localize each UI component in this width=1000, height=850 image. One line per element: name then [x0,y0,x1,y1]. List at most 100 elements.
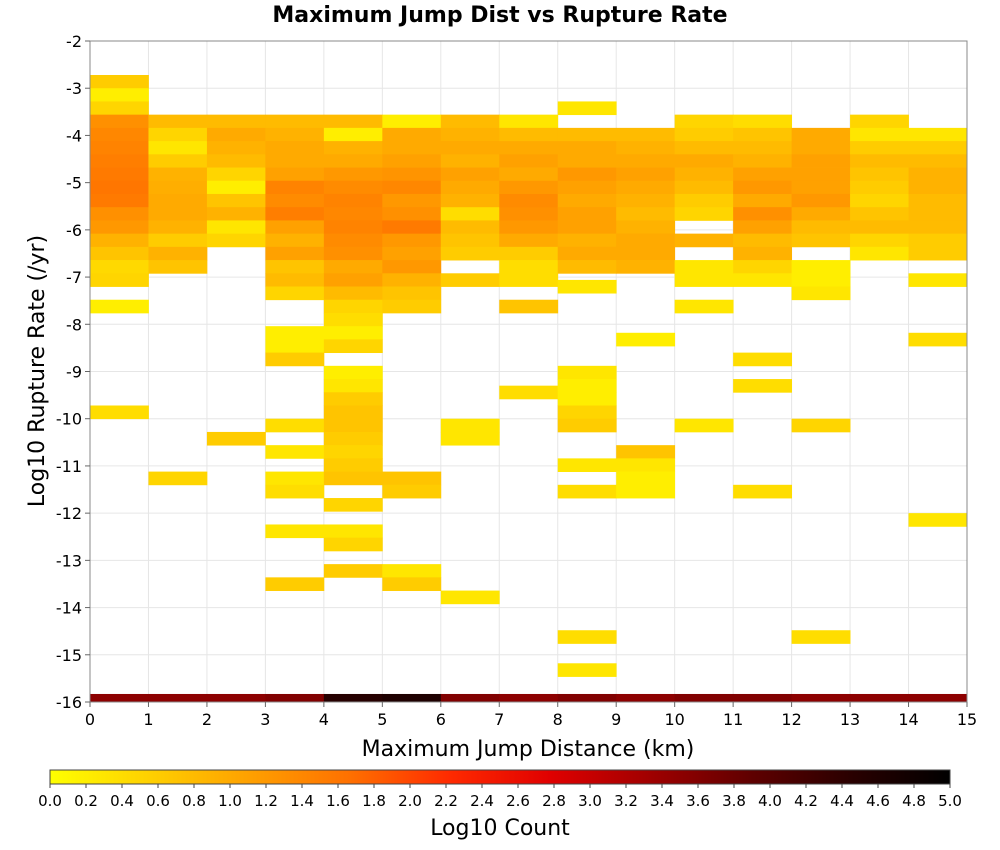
heatmap-strip-cell [382,693,442,702]
heatmap-cell [908,246,968,261]
colorbar-tick-label: 4.8 [902,792,926,810]
heatmap-cell [265,220,325,235]
heatmap-cell [791,154,851,168]
colorbar-tick-label: 2.8 [542,792,566,810]
heatmap-cell [499,299,559,314]
heatmap-cell [791,418,851,433]
heatmap-cell [733,180,792,195]
heatmap-cell [557,405,617,420]
heatmap-cell [265,167,325,182]
heatmap-cell [557,101,617,116]
heatmap-cell [382,193,442,208]
heatmap-strip-cell [265,693,325,702]
heatmap-cell [908,220,968,235]
x-tick-label: 7 [494,710,504,729]
colorbar-tick-label: 3.4 [650,792,674,810]
y-tick-label: -2 [66,32,82,51]
heatmap-cell [206,233,266,248]
heatmap-cell [499,167,559,182]
y-tick-label: -3 [66,79,82,98]
heatmap-cell [908,180,968,195]
heatmap-cell [265,524,325,539]
x-tick-label: 4 [319,710,329,729]
heatmap-cell [674,260,734,274]
heatmap-cell [440,180,500,195]
heatmap-cell [265,127,325,142]
heatmap-cell [265,445,325,459]
heatmap-cell [850,233,909,248]
heatmap-cell [265,180,325,195]
heatmap-cells [90,74,968,677]
heatmap-strip-cell [557,693,617,702]
heatmap-cell [908,141,968,155]
x-tick-label: 13 [840,710,860,729]
heatmap-cell [850,207,909,221]
heatmap-cell [733,154,792,168]
heatmap-cell [440,431,500,446]
heatmap-cell [557,141,617,155]
heatmap-cell [440,246,500,261]
heatmap-cell [557,167,617,182]
heatmap-cell [440,193,500,208]
heatmap-cell [323,418,383,433]
heatmap-cell [557,418,617,433]
heatmap-strip-cell [791,693,851,702]
heatmap-cell [499,154,559,168]
heatmap-cell [733,379,792,393]
heatmap-cell [148,167,208,182]
heatmap-cell [616,246,676,261]
heatmap-cell [90,220,149,235]
heatmap-cell [323,564,383,578]
heatmap-cell [382,180,442,195]
heatmap-cell [323,405,383,420]
colorbar-label: Log10 Count [430,816,570,841]
heatmap-cell [382,207,442,221]
heatmap-cell [440,590,500,605]
heatmap-cell [499,233,559,248]
heatmap-cell [323,286,383,301]
heatmap-cell [616,141,676,155]
heatmap-cell [674,141,734,155]
heatmap-cell [90,180,149,195]
heatmap-cell [557,630,617,644]
colorbar-tick-label: 0.0 [38,792,62,810]
heatmap-cell [323,114,383,129]
x-tick-label: 3 [260,710,270,729]
chart-title: Maximum Jump Dist vs Rupture Rate [272,3,727,28]
heatmap-cell [382,577,442,591]
heatmap-cell [908,207,968,221]
y-tick-label: -5 [66,174,82,193]
heatmap-cell [148,193,208,208]
heatmap-cell [265,339,325,354]
heatmap-strip-cell [674,693,734,702]
heatmap-cell [382,154,442,168]
heatmap-cell [850,127,909,142]
heatmap-cell [382,471,442,486]
heatmap-cell [323,246,383,261]
colorbar-tick-label: 3.2 [614,792,638,810]
heatmap-cell [733,141,792,155]
heatmap-cell [908,167,968,182]
heatmap-cell [557,484,617,499]
heatmap-cell [206,141,266,155]
heatmap-cell [265,484,325,499]
y-tick-label: -10 [56,410,82,429]
heatmap-cell [499,273,559,287]
heatmap-strip-cell [850,693,909,702]
heatmap-cell [674,154,734,168]
heatmap-cell [616,193,676,208]
heatmap-cell [674,127,734,142]
heatmap-cell [206,193,266,208]
heatmap-cell [791,207,851,221]
heatmap-cell [733,193,792,208]
heatmap-cell [265,418,325,433]
heatmap-cell [616,154,676,168]
heatmap-cell [206,207,266,221]
heatmap-cell [616,332,676,347]
heatmap-cell [382,260,442,274]
x-tick-label: 8 [553,710,563,729]
heatmap-cell [440,141,500,155]
heatmap-cell [382,233,442,248]
y-tick-label: -15 [56,646,82,665]
heatmap-cell [733,207,792,221]
